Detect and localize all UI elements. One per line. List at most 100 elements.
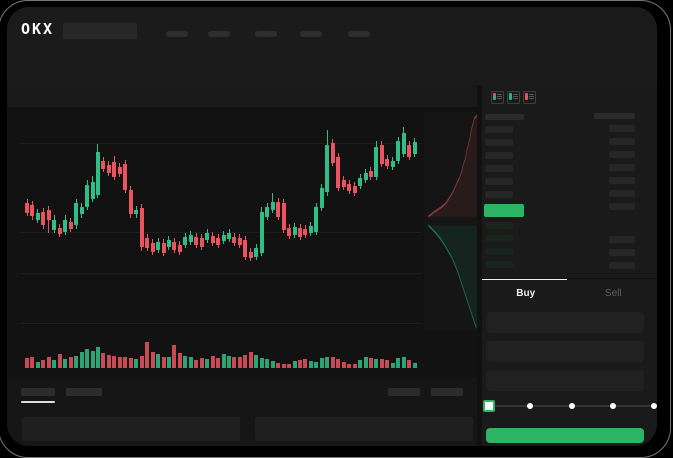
ask-row-placeholder	[485, 178, 513, 185]
volume-bar	[183, 355, 188, 368]
ask-row-placeholder	[485, 126, 513, 133]
volume-bar	[314, 362, 319, 368]
volume-bar	[106, 354, 111, 368]
orders-tab-active[interactable]	[21, 388, 55, 396]
volume-bar	[95, 346, 100, 368]
volume-bar	[161, 356, 166, 368]
ask-row-placeholder	[485, 139, 513, 146]
volume-bar	[112, 356, 117, 368]
bid-row-placeholder	[485, 248, 513, 255]
candle-body	[232, 236, 237, 243]
candle-body	[254, 247, 259, 257]
chart-toolbar: ∿⌄◉⌄〜⫽▤⚙⊡	[7, 85, 477, 179]
volume-bar	[57, 353, 62, 368]
candle-body	[156, 242, 161, 250]
gridline	[21, 232, 421, 233]
volume-bar	[166, 357, 171, 368]
book-bids-view-icon[interactable]	[507, 91, 520, 104]
slider-stop-dot[interactable]	[609, 403, 616, 409]
orders-tab-indicator	[21, 401, 55, 403]
trade-tab-indicator	[482, 278, 567, 280]
volume-bar	[254, 355, 259, 368]
bid-amount-placeholder	[609, 262, 635, 269]
candle-body	[401, 132, 406, 154]
book-header-placeholder	[485, 114, 524, 120]
trade-input-placeholder[interactable]	[486, 341, 644, 362]
icon-stripe	[525, 93, 528, 100]
candle-body	[243, 240, 248, 257]
candle-body	[68, 222, 73, 230]
trade-input-placeholder[interactable]	[486, 312, 644, 333]
volume-bar	[188, 357, 193, 368]
candle-body	[270, 201, 275, 210]
volume-bar	[63, 358, 68, 368]
book-asks-view-icon[interactable]	[523, 91, 536, 104]
tab-buy[interactable]: Buy	[516, 287, 536, 299]
orders-list-placeholder	[22, 417, 240, 441]
slider-stop-dot[interactable]	[568, 403, 575, 409]
candle-body	[210, 236, 215, 243]
volume-bar	[281, 364, 286, 368]
depth-ask-fill	[428, 114, 478, 217]
nav-item-placeholder[interactable]	[208, 31, 230, 37]
candle-body	[385, 159, 390, 166]
candle-body	[379, 145, 384, 164]
volume-bar	[205, 359, 210, 368]
bid-amount-placeholder	[609, 236, 635, 243]
candle-body	[30, 205, 35, 217]
volume-bar	[90, 350, 95, 368]
candle-body	[352, 185, 357, 193]
volume-bar	[379, 358, 384, 368]
candle-body	[52, 220, 57, 230]
volume-bar	[287, 363, 292, 368]
slider-stop-dot[interactable]	[527, 403, 534, 409]
ask-amount-placeholder	[609, 164, 635, 171]
top-navbar: OKX	[7, 7, 657, 49]
volume-bar	[374, 359, 379, 368]
volume-bar	[25, 357, 29, 368]
bid-row-placeholder	[485, 261, 513, 268]
candle-body	[319, 187, 324, 208]
book-combined-view-icon[interactable]	[491, 91, 504, 104]
volume-bar	[227, 355, 232, 368]
candle-body	[227, 233, 232, 239]
volume-bar	[194, 360, 199, 368]
volume-bar	[101, 352, 106, 368]
orders-tab[interactable]	[66, 388, 102, 396]
orders-action-placeholder[interactable]	[431, 388, 463, 396]
volume-bar	[85, 349, 90, 368]
nav-item-placeholder[interactable]	[300, 31, 322, 37]
volume-bar	[341, 362, 346, 368]
orderbook-trade-panel: Buy Sell	[477, 85, 657, 446]
volume-bar	[210, 355, 215, 368]
candle-body	[134, 209, 139, 215]
chart-area[interactable]	[7, 107, 478, 378]
volume-bar	[308, 360, 313, 368]
depth-chart	[424, 112, 478, 330]
volume-bar	[41, 359, 46, 368]
trade-input-placeholder[interactable]	[486, 370, 644, 391]
amount-slider-handle[interactable]	[483, 400, 495, 412]
candle-body	[74, 203, 79, 226]
nav-item-placeholder[interactable]	[348, 31, 370, 37]
candle-body	[128, 190, 133, 215]
orders-action-placeholder[interactable]	[388, 388, 420, 396]
gridline	[21, 323, 421, 324]
candle-body	[368, 170, 373, 177]
candle-body	[265, 207, 270, 217]
okx-logo[interactable]: OKX	[21, 20, 55, 38]
candle-body	[308, 225, 313, 233]
bid-row-placeholder	[485, 222, 513, 229]
volume-bar	[396, 358, 401, 368]
volume-bar	[221, 353, 226, 368]
nav-item-placeholder[interactable]	[166, 31, 188, 37]
tab-sell[interactable]: Sell	[604, 287, 622, 299]
candle-body	[412, 141, 417, 154]
slider-stop-dot[interactable]	[651, 403, 657, 409]
market-header: Spot Trading ⌄ ⌄	[7, 49, 657, 121]
buy-submit-button[interactable]	[486, 428, 644, 443]
nav-item-placeholder[interactable]	[255, 31, 277, 37]
candle-body	[46, 209, 51, 220]
ask-amount-placeholder	[609, 177, 635, 184]
candle-body	[85, 185, 90, 208]
